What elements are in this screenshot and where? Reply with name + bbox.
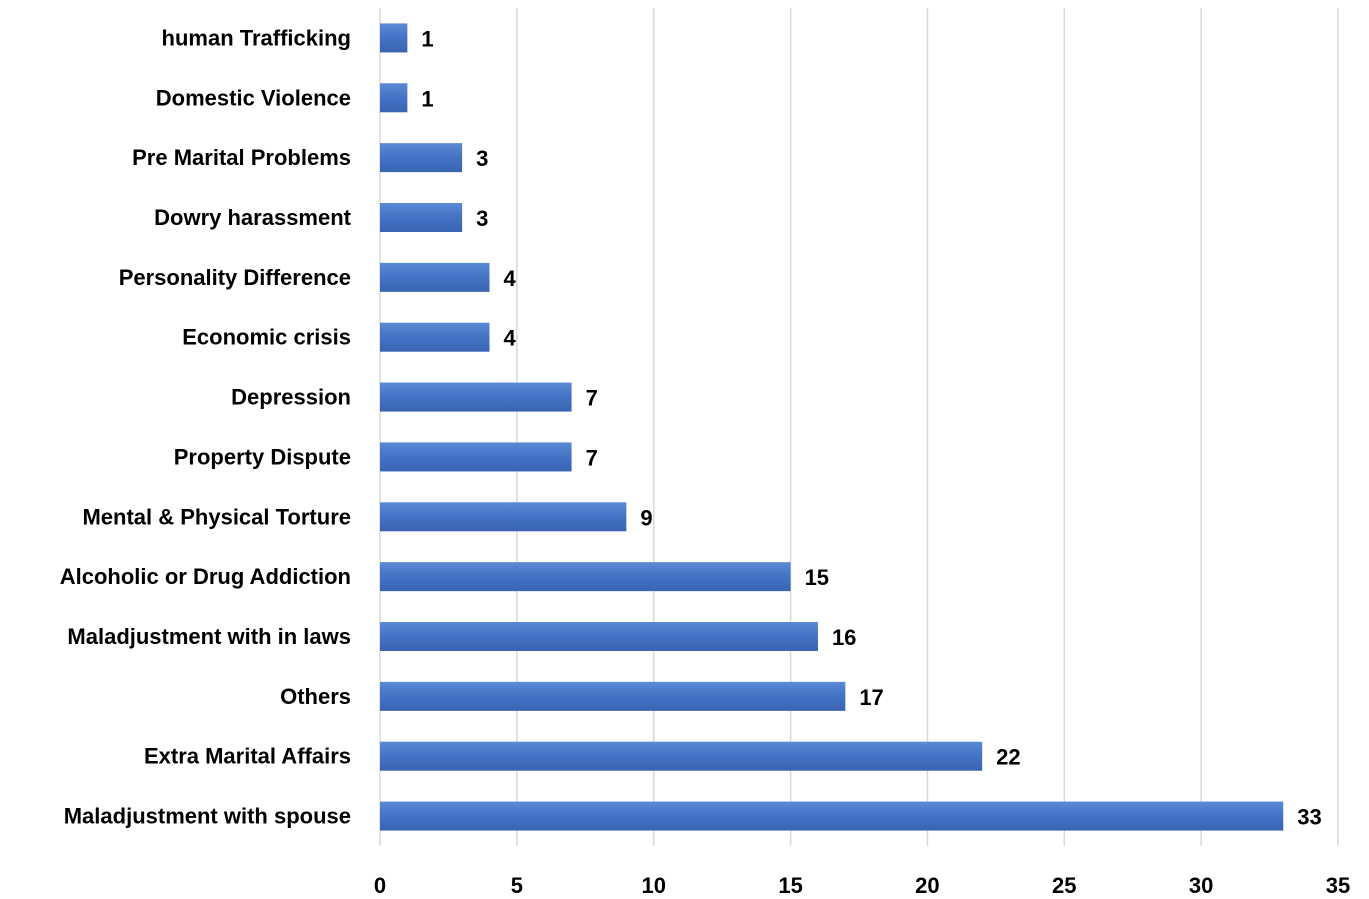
category-label-8: Mental & Physical Torture [82,504,351,529]
data-label-0: 1 [421,26,433,51]
category-label-0: human Trafficking [162,25,351,50]
x-tick-label-15: 15 [778,873,802,898]
bar-11 [380,681,846,711]
bars [380,23,1284,831]
data-label-10: 16 [832,625,856,650]
category-label-10: Maladjustment with in laws [67,624,351,649]
data-label-5: 4 [503,326,516,351]
x-tick-label-35: 35 [1326,873,1350,898]
bar-10 [380,622,818,651]
category-label-11: Others [280,684,351,709]
x-tick-label-0: 0 [374,873,386,898]
bar-3 [380,203,463,232]
category-label-5: Economic crisis [182,325,351,350]
category-label-7: Property Dispute [174,444,351,469]
category-label-6: Depression [231,385,351,410]
x-tick-label-5: 5 [511,873,523,898]
bar-2 [380,143,463,173]
bar-8 [380,502,627,532]
category-label-4: Personality Difference [119,265,351,290]
bar-6 [380,382,572,412]
bar-9 [380,562,791,592]
bar-4 [380,262,490,292]
gridlines [379,8,1339,846]
bar-0 [380,23,408,53]
category-label-2: Pre Marital Problems [132,145,351,170]
data-label-7: 7 [586,445,598,470]
category-label-12: Extra Marital Affairs [144,744,351,769]
category-label-3: Dowry harassment [154,205,352,230]
category-labels: human Trafficking Domestic Violence Pre Ma… [60,25,352,828]
bar-5 [380,322,490,352]
data-label-11: 17 [859,685,883,710]
x-axis-tick-labels: 0 5 10 15 20 25 30 35 [374,873,1350,898]
data-label-9: 15 [805,565,829,590]
data-label-4: 4 [503,266,516,291]
x-tick-label-20: 20 [915,873,939,898]
bar-12 [380,741,983,771]
bar-1 [380,83,408,113]
data-label-2: 3 [476,146,488,171]
category-label-1: Domestic Violence [156,85,351,110]
x-tick-label-10: 10 [641,873,665,898]
data-label-6: 7 [586,386,598,411]
category-label-13: Maladjustment with spouse [64,804,351,829]
bar-13 [380,801,1284,831]
data-label-8: 9 [640,505,652,530]
bar-7 [380,442,572,472]
data-label-3: 3 [476,206,488,231]
category-label-9: Alcoholic or Drug Addiction [60,564,351,589]
x-tick-label-25: 25 [1052,873,1076,898]
data-label-1: 1 [421,86,433,111]
x-tick-label-30: 30 [1189,873,1213,898]
data-label-12: 22 [996,745,1020,770]
data-label-13: 33 [1297,805,1321,830]
